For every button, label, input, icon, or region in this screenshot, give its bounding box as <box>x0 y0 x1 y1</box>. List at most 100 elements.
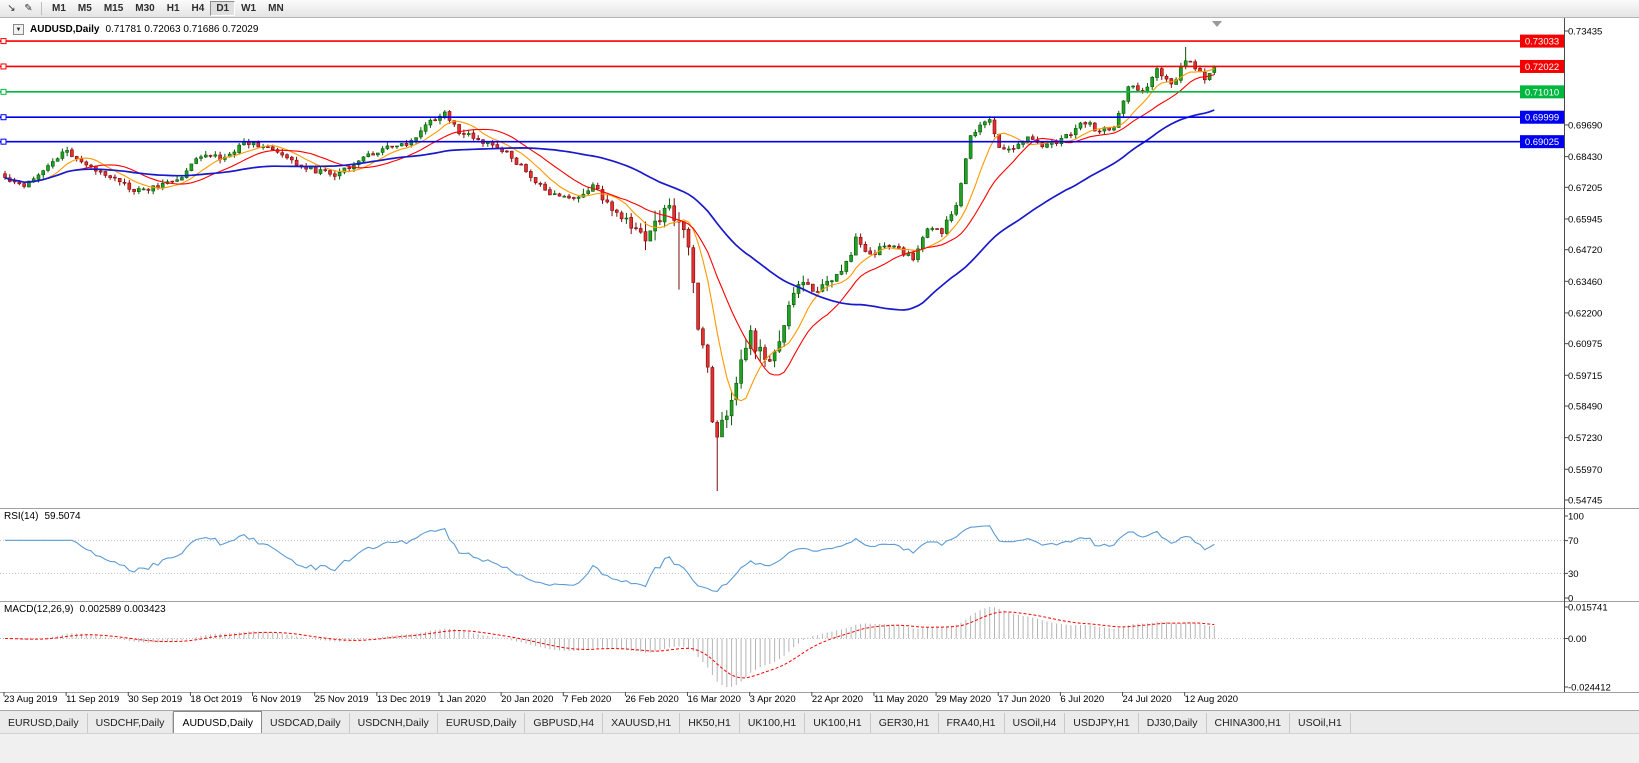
date-tick-label: 3 Apr 2020 <box>750 694 796 705</box>
chart-tab-usdjpy-h1[interactable]: USDJPY,H1 <box>1065 713 1139 733</box>
price-tick-label: 0.58490 <box>1568 402 1602 413</box>
panel-separators <box>0 18 1639 693</box>
timeframe-button-h4[interactable]: H4 <box>191 3 205 14</box>
chart-tab-uk100-h1[interactable]: UK100,H1 <box>740 713 806 733</box>
price-line-0-73033[interactable]: 0.73033 <box>0 34 1564 48</box>
timeframe-button-m5[interactable]: M5 <box>77 3 92 14</box>
price-tick-label: 0.55970 <box>1568 465 1602 476</box>
date-tick-label: 11 Sep 2019 <box>66 694 119 705</box>
price-tick-label: 0.63460 <box>1568 277 1602 288</box>
price-tick-label: 0.64720 <box>1568 245 1602 256</box>
status-bar <box>0 733 1639 763</box>
timeframe-button-h1[interactable]: H1 <box>166 3 180 14</box>
price-line-0-69025[interactable]: 0.69025 <box>0 135 1564 149</box>
macd-signal-line <box>4 611 1215 679</box>
date-tick-label: 11 May 2020 <box>874 694 928 705</box>
chart-tab-gbpusd-h4[interactable]: GBPUSD,H4 <box>525 713 604 733</box>
ma-slow-line <box>4 109 1215 311</box>
chart-tab-usdcnh-daily[interactable]: USDCNH,Daily <box>350 713 438 733</box>
rsi-tick-label: 30 <box>1568 569 1579 580</box>
timeframe-button-m1[interactable]: M1 <box>52 3 66 14</box>
date-tick-label: 26 Feb 2020 <box>625 694 678 705</box>
macd-tick-label: 0.015741 <box>1568 603 1608 614</box>
chart-tab-fra40-h1[interactable]: FRA40,H1 <box>939 713 1005 733</box>
price-tick-label: 0.68430 <box>1568 152 1602 163</box>
chart-symbol-label: AUDUSD,Daily <box>30 24 100 35</box>
date-tick-label: 23 Aug 2019 <box>4 694 57 705</box>
chart-tab-usdcad-daily[interactable]: USDCAD,Daily <box>262 713 350 733</box>
price-line-badge-value: 0.69999 <box>1525 113 1559 124</box>
date-tick-label: 24 Jul 2020 <box>1123 694 1172 705</box>
chart-tab-xauusd-h1[interactable]: XAUUSD,H1 <box>603 713 681 733</box>
date-axis: 23 Aug 2019 11 Sep 2019 30 Sep 2019 18 Oct … <box>3 692 1238 705</box>
price-line-badge-value: 0.72022 <box>1525 62 1559 73</box>
chart-shift-marker[interactable] <box>1212 21 1222 27</box>
macd-name: MACD(12,26,9) <box>4 604 74 615</box>
macd-histogram <box>18 607 1215 687</box>
line-handle <box>0 38 7 45</box>
price-line-badge-value: 0.73033 <box>1525 37 1559 48</box>
timeframe-button-d1[interactable]: D1 <box>210 1 236 16</box>
line-handle <box>0 114 7 121</box>
chart-tab-uk100-h1[interactable]: UK100,H1 <box>805 713 871 733</box>
price-line-badge <box>1520 34 1564 48</box>
chart-tab-usoil-h4[interactable]: USOil,H4 <box>1005 713 1066 733</box>
chart-dropdown-icon[interactable]: ▼ <box>13 24 24 35</box>
price-line-0-69999[interactable]: 0.69999 <box>0 110 1564 124</box>
chart-tab-audusd-daily[interactable]: AUDUSD,Daily <box>173 711 263 733</box>
macd-scale: 0.015741 0.00 -0.024412 <box>1564 603 1611 694</box>
timeframe-button-mn[interactable]: MN <box>268 3 284 14</box>
rsi-tick-label: 0 <box>1568 594 1573 605</box>
macd-tick-label: -0.024412 <box>1568 683 1611 694</box>
price-tick-label: 0.69690 <box>1568 120 1602 131</box>
ma-medium-line <box>4 74 1215 376</box>
rsi-tick-label: 70 <box>1568 536 1579 547</box>
price-tick-label: 0.73435 <box>1568 27 1602 38</box>
chart-tab-dj30-daily[interactable]: DJ30,Daily <box>1139 713 1207 733</box>
rsi-tick-label: 100 <box>1568 512 1584 523</box>
rsi-value: 59.5074 <box>44 511 81 522</box>
date-tick-label: 12 Aug 2020 <box>1185 694 1238 705</box>
timeframe-buttons: M1 M5 M15 M30 H1 H4 D1 W1 MN <box>46 1 290 16</box>
candles-layer <box>3 46 1217 492</box>
price-chart-canvas: 0.73435 0.69690 0.68430 0.67205 0.65945 0.647… <box>0 18 1639 705</box>
date-tick-label: 16 Mar 2020 <box>688 694 741 705</box>
chart-tab-usoil-h1[interactable]: USOil,H1 <box>1290 713 1351 733</box>
ma-fast-line <box>4 68 1215 402</box>
macd-indicator-label: MACD(12,26,9) 0.002589 0.003423 <box>4 604 166 615</box>
line-handle <box>0 63 7 70</box>
chart-tab-eurusd-daily[interactable]: EURUSD,Daily <box>438 713 526 733</box>
date-tick-label: 20 Jan 2020 <box>501 694 553 705</box>
rsi-line <box>5 525 1215 592</box>
price-tick-label: 0.65945 <box>1568 214 1602 225</box>
date-tick-label: 29 May 2020 <box>936 694 991 705</box>
chart-tab-ger30-h1[interactable]: GER30,H1 <box>871 713 939 733</box>
date-tick-label: 25 Nov 2019 <box>315 694 369 705</box>
line-handle <box>0 88 7 95</box>
horizontal-price-lines: 0.73033 0.72022 0.71010 0.69999 0.69025 <box>0 34 1564 149</box>
rsi-name: RSI(14) <box>4 511 39 522</box>
price-line-badge <box>1520 110 1564 124</box>
chart-tab-eurusd-daily[interactable]: EURUSD,Daily <box>0 713 88 733</box>
price-tick-label: 0.67205 <box>1568 183 1602 194</box>
timeframe-button-w1[interactable]: W1 <box>241 3 257 14</box>
chart-tab-hk50-h1[interactable]: HK50,H1 <box>680 713 740 733</box>
price-tick-label: 0.59715 <box>1568 371 1602 382</box>
date-tick-label: 30 Sep 2019 <box>128 694 182 705</box>
chart-tab-usdchf-daily[interactable]: USDCHF,Daily <box>88 713 174 733</box>
timeframe-button-m15[interactable]: M15 <box>103 3 124 14</box>
price-line-badge-value: 0.71010 <box>1525 87 1559 98</box>
price-line-0-71010[interactable]: 0.71010 <box>0 85 1564 99</box>
price-line-0-72022[interactable]: 0.72022 <box>0 59 1564 73</box>
macd-panel <box>0 607 1564 687</box>
chart-arrow-icon[interactable]: ↘ <box>7 3 16 14</box>
chart-tab-china300-h1[interactable]: CHINA300,H1 <box>1207 713 1291 733</box>
price-line-badge <box>1520 85 1564 99</box>
chart-ohlc-values: 0.71781 0.72063 0.71686 0.72029 <box>105 24 259 35</box>
date-tick-label: 13 Dec 2019 <box>377 694 431 705</box>
macd-values: 0.002589 0.003423 <box>79 604 166 615</box>
rsi-scale: 100 70 30 0 <box>0 512 1584 605</box>
pencil-icon[interactable]: ✎ <box>24 3 33 14</box>
timeframe-button-m30[interactable]: M30 <box>135 3 155 14</box>
timeframe-toolbar: ↘ ✎ M1 M5 M15 M30 H1 H4 D1 W1 MN <box>0 0 1639 18</box>
